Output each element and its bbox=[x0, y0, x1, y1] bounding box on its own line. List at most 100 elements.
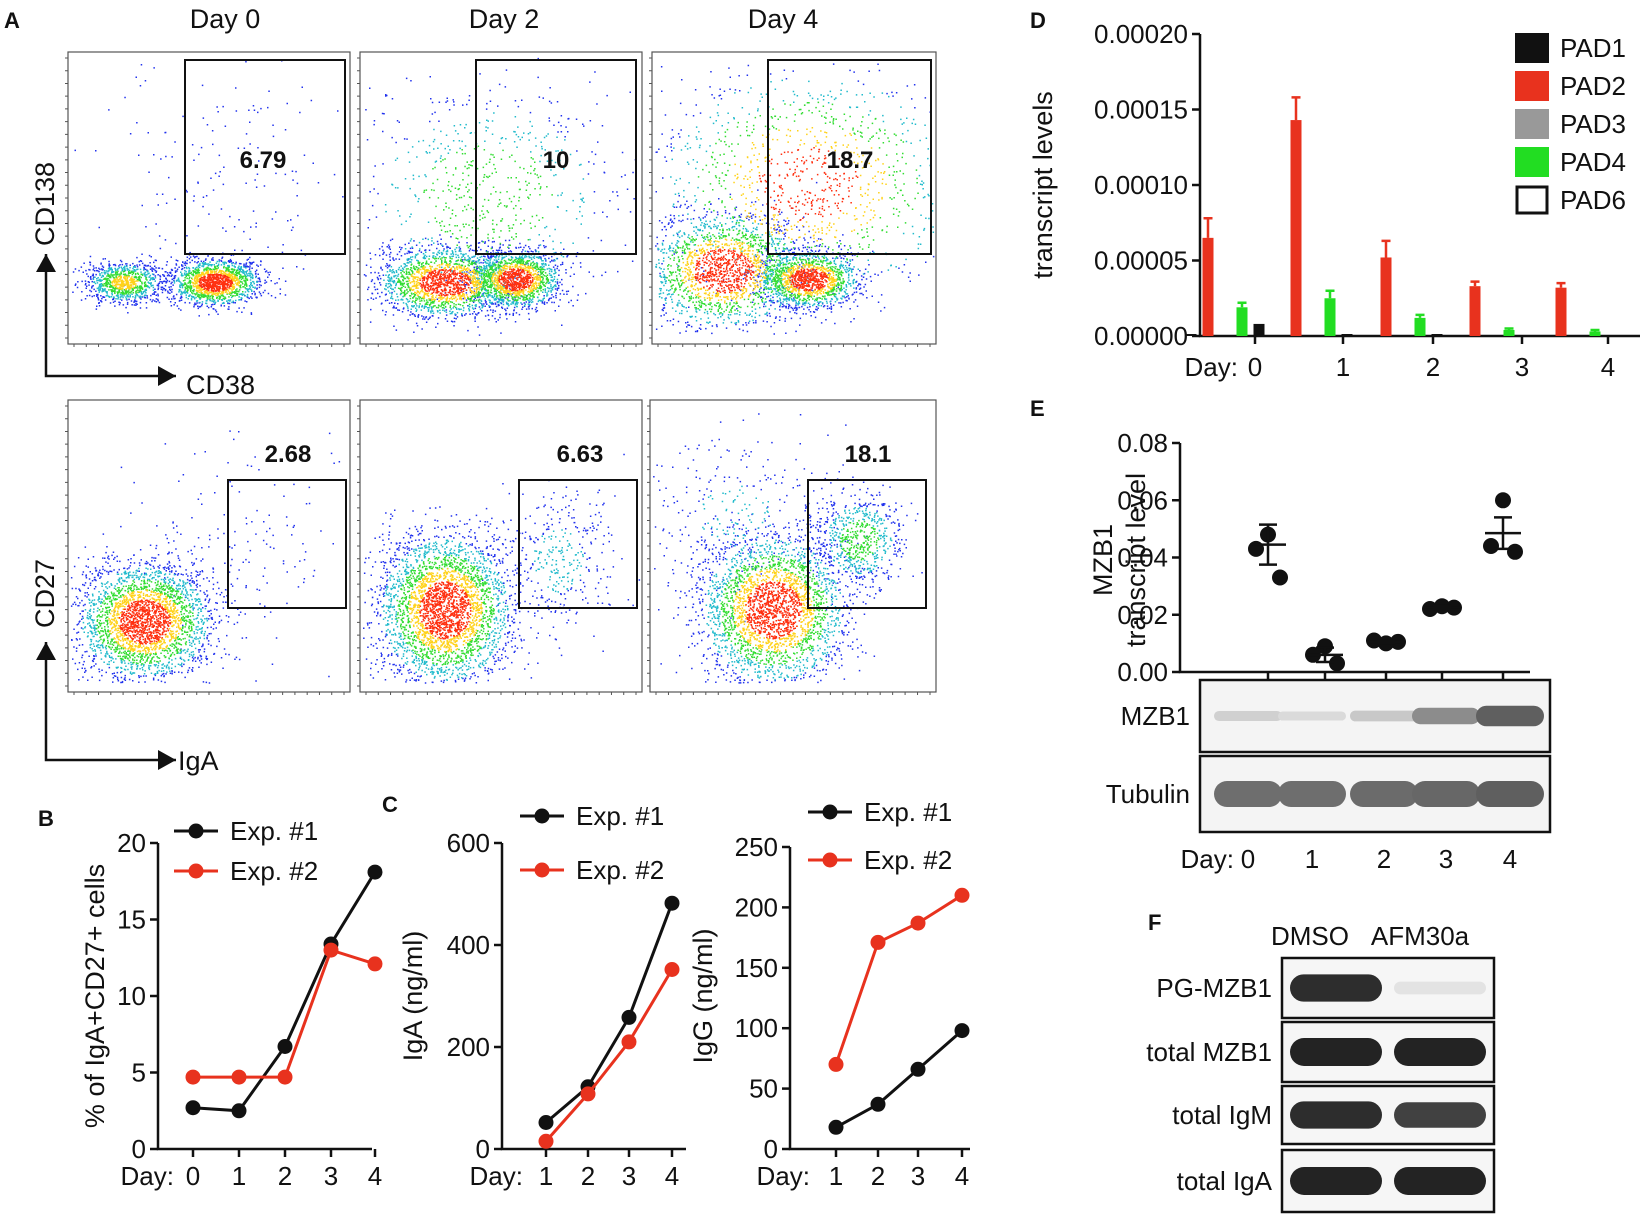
legend-label: Exp. #2 bbox=[576, 855, 664, 885]
y-tick-label: 5 bbox=[132, 1058, 146, 1088]
y-tick-label: 0.00010 bbox=[1094, 170, 1188, 200]
x-tick-label: 3 bbox=[1439, 844, 1453, 874]
lane-label: AFM30a bbox=[1371, 921, 1470, 951]
x-tick-label: 4 bbox=[665, 1161, 679, 1191]
data-point bbox=[1272, 569, 1288, 586]
x-tick-label: 0 bbox=[1241, 844, 1255, 874]
data-point bbox=[1483, 538, 1499, 554]
data-point bbox=[1317, 638, 1333, 655]
data-point bbox=[828, 1056, 844, 1072]
legend-label: Exp. #1 bbox=[864, 797, 952, 827]
x-tick-label: 2 bbox=[871, 1161, 885, 1191]
axis-arrow-line bbox=[44, 642, 176, 762]
error-bar bbox=[1381, 239, 1391, 258]
y-axis-label: transcript level bbox=[1121, 473, 1151, 647]
blot-band bbox=[1214, 781, 1282, 807]
data-point bbox=[538, 1115, 554, 1130]
event-dots bbox=[396, 555, 495, 666]
axis-ticks bbox=[65, 57, 345, 347]
x-tick-label: 1 bbox=[829, 1161, 843, 1191]
x-tick-label: 3 bbox=[324, 1161, 338, 1191]
axes bbox=[1178, 443, 1530, 674]
dot-chart-e: 0.00 0.02 0.04 0.06 0.08 MZB1 transcript level bbox=[1088, 428, 1530, 687]
x-axis-prefix: Day: bbox=[1181, 844, 1234, 874]
y-tick-label: 0.06 bbox=[1117, 485, 1168, 515]
data-point bbox=[910, 915, 926, 931]
western-blot-f: DMSO AFM30a PG-MZB1 total MZB1 total IgM tota… bbox=[1146, 921, 1496, 1214]
legend-label: PAD3 bbox=[1560, 109, 1626, 139]
blot-label: total IgA bbox=[1177, 1166, 1273, 1196]
axis-ticks bbox=[357, 405, 637, 695]
data-point bbox=[277, 1069, 293, 1085]
data-point bbox=[1507, 543, 1523, 560]
event-dots bbox=[70, 430, 341, 684]
error-bar bbox=[1325, 289, 1335, 299]
legend-marker bbox=[822, 852, 838, 868]
error-bar bbox=[1291, 96, 1301, 121]
data-point bbox=[621, 1034, 637, 1050]
data-point bbox=[367, 864, 383, 880]
data-point bbox=[1495, 492, 1511, 509]
axis-arrow-line bbox=[44, 254, 176, 378]
blot-label: PG-MZB1 bbox=[1156, 973, 1272, 1003]
y-tick-label: 0.08 bbox=[1117, 428, 1168, 458]
blot-band bbox=[1476, 781, 1544, 807]
y-axis-label: transcript levels bbox=[1028, 91, 1058, 279]
event-dots bbox=[92, 260, 258, 305]
legend-label: Exp. #2 bbox=[864, 845, 952, 875]
x-tick-label: 4 bbox=[368, 1161, 382, 1191]
data-point bbox=[323, 942, 339, 958]
legend-label: PAD6 bbox=[1560, 185, 1626, 215]
event-dots bbox=[108, 589, 183, 655]
y-arrowhead bbox=[36, 254, 56, 272]
blot-label: MZB1 bbox=[1121, 701, 1190, 731]
legend-marker bbox=[534, 808, 550, 824]
data-point bbox=[185, 1069, 201, 1085]
y-tick-label: 0 bbox=[764, 1134, 778, 1164]
legend-marker bbox=[534, 862, 550, 878]
legend-marker bbox=[822, 804, 838, 820]
panel-letter-f: F bbox=[1148, 910, 1161, 935]
x-tick-label: 4 bbox=[1503, 844, 1517, 874]
gate-percentage: 18.1 bbox=[845, 441, 892, 468]
blot-band bbox=[1476, 705, 1544, 727]
column-label: Day 2 bbox=[469, 4, 540, 34]
y-tick-label: 150 bbox=[735, 953, 778, 983]
blot-band bbox=[1394, 981, 1486, 995]
series-line bbox=[544, 968, 674, 1143]
event-dots bbox=[419, 268, 534, 297]
data-point bbox=[1248, 540, 1264, 557]
event-dots bbox=[118, 599, 172, 645]
bar-pad2 bbox=[1290, 120, 1302, 336]
legend-swatch bbox=[1515, 185, 1549, 215]
blot-label: total MZB1 bbox=[1146, 1037, 1272, 1067]
bar-pad6 bbox=[1341, 334, 1353, 336]
y-tick-label: 0.00000 bbox=[1094, 321, 1188, 351]
cytometry-plot: 6.63 bbox=[357, 399, 643, 695]
data-point bbox=[538, 1133, 554, 1149]
panel-a: A Day 0 Day 2 Day 4 6.79 10 18.7 2.68 6.63 18.1 C… bbox=[4, 4, 937, 776]
y-tick-label: 250 bbox=[735, 832, 778, 862]
blot-band bbox=[1350, 710, 1418, 722]
gate-box bbox=[807, 479, 927, 609]
event-dots bbox=[363, 57, 637, 336]
y-axis-label: IgG (ng/ml) bbox=[688, 928, 718, 1063]
axis-ticks bbox=[65, 405, 345, 695]
x-tick-label: 3 bbox=[911, 1161, 925, 1191]
event-dots bbox=[95, 579, 195, 665]
cytometry-plot: 10 bbox=[357, 51, 643, 347]
y-axis-label: CD27 bbox=[30, 559, 60, 628]
y-tick-label: 0.02 bbox=[1117, 600, 1168, 630]
legend-marker bbox=[188, 863, 204, 879]
mean-sem-bar bbox=[1368, 639, 1404, 645]
column-label: Day 4 bbox=[748, 4, 819, 34]
series-line bbox=[545, 902, 674, 1124]
data-point bbox=[828, 1119, 844, 1135]
x-tick-label: 3 bbox=[1515, 352, 1529, 382]
legend-marker bbox=[188, 823, 204, 839]
cytometry-plot: 2.68 bbox=[65, 399, 351, 695]
bar-pad4 bbox=[1589, 331, 1601, 336]
gate-percentage: 6.79 bbox=[240, 147, 287, 174]
blot-band bbox=[1394, 1038, 1486, 1066]
